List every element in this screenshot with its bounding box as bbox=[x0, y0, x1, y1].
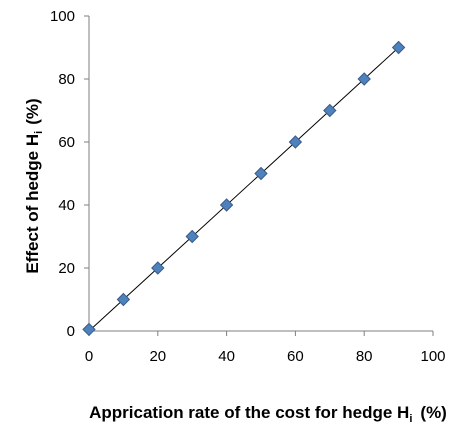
y-tick-label: 60 bbox=[58, 134, 75, 151]
x-tick-label: 60 bbox=[287, 348, 304, 365]
data-point bbox=[151, 261, 165, 275]
x-tick-label: 20 bbox=[149, 348, 166, 365]
data-point bbox=[185, 229, 199, 244]
x-tick-label: 100 bbox=[420, 348, 445, 365]
x-axis-title-text: Apprication rate of the cost for hedge H bbox=[89, 403, 409, 422]
y-tick-label: 40 bbox=[58, 197, 75, 214]
data-point bbox=[357, 72, 371, 86]
y-tick-label: 20 bbox=[58, 260, 75, 277]
data-point bbox=[391, 40, 406, 55]
trendline bbox=[88, 47, 399, 332]
axes bbox=[88, 16, 433, 332]
data-point bbox=[254, 166, 268, 181]
data-point bbox=[288, 135, 303, 149]
data-points bbox=[82, 40, 406, 337]
y-axis-title: Effect of hedge Hi (%) bbox=[23, 98, 45, 273]
x-tick-label: 40 bbox=[218, 348, 235, 365]
data-point bbox=[323, 103, 337, 118]
y-tick-label: 80 bbox=[58, 71, 75, 88]
trendline-group bbox=[88, 47, 399, 332]
x-axis-ticks: 0 20 40 60 80 100 bbox=[85, 331, 446, 365]
x-axis-title-unit: (%) bbox=[420, 403, 446, 422]
data-point bbox=[82, 322, 96, 337]
x-tick-label: 80 bbox=[356, 348, 373, 365]
x-tick-label: 0 bbox=[85, 348, 93, 365]
data-point bbox=[219, 198, 234, 212]
x-axis-title: Apprication rate of the cost for hedge H… bbox=[89, 403, 447, 425]
y-tick-label: 100 bbox=[50, 8, 75, 25]
y-tick-label: 0 bbox=[67, 323, 75, 340]
data-point bbox=[116, 292, 131, 307]
y-axis-title-subscript: i bbox=[33, 131, 45, 134]
y-axis-title-text: Effect of hedge H bbox=[23, 134, 42, 274]
x-axis-title-subscript: i bbox=[409, 413, 412, 425]
y-axis-title-unit: (%) bbox=[23, 98, 42, 124]
y-axis-ticks: 0 20 40 60 80 100 bbox=[50, 8, 89, 340]
